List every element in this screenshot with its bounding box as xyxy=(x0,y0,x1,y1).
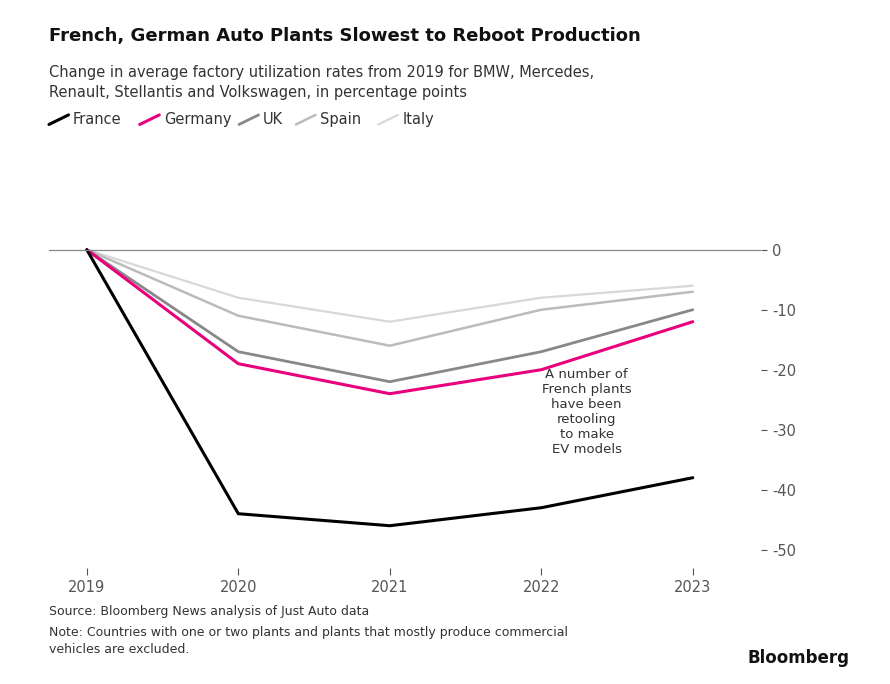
Text: Bloomberg: Bloomberg xyxy=(748,649,850,667)
Text: France: France xyxy=(73,112,122,127)
Text: Change in average factory utilization rates from 2019 for BMW, Mercedes,: Change in average factory utilization ra… xyxy=(49,65,595,80)
Text: UK: UK xyxy=(263,112,283,127)
Text: Source: Bloomberg News analysis of Just Auto data: Source: Bloomberg News analysis of Just … xyxy=(49,605,369,618)
Text: Spain: Spain xyxy=(320,112,361,127)
Text: Note: Countries with one or two plants and plants that mostly produce commercial: Note: Countries with one or two plants a… xyxy=(49,626,568,656)
Text: Italy: Italy xyxy=(402,112,434,127)
Text: Renault, Stellantis and Volkswagen, in percentage points: Renault, Stellantis and Volkswagen, in p… xyxy=(49,86,467,101)
Text: A number of
French plants
have been
retooling
to make
EV models: A number of French plants have been reto… xyxy=(542,368,632,456)
Text: Germany: Germany xyxy=(164,112,231,127)
Text: French, German Auto Plants Slowest to Reboot Production: French, German Auto Plants Slowest to Re… xyxy=(49,27,641,45)
